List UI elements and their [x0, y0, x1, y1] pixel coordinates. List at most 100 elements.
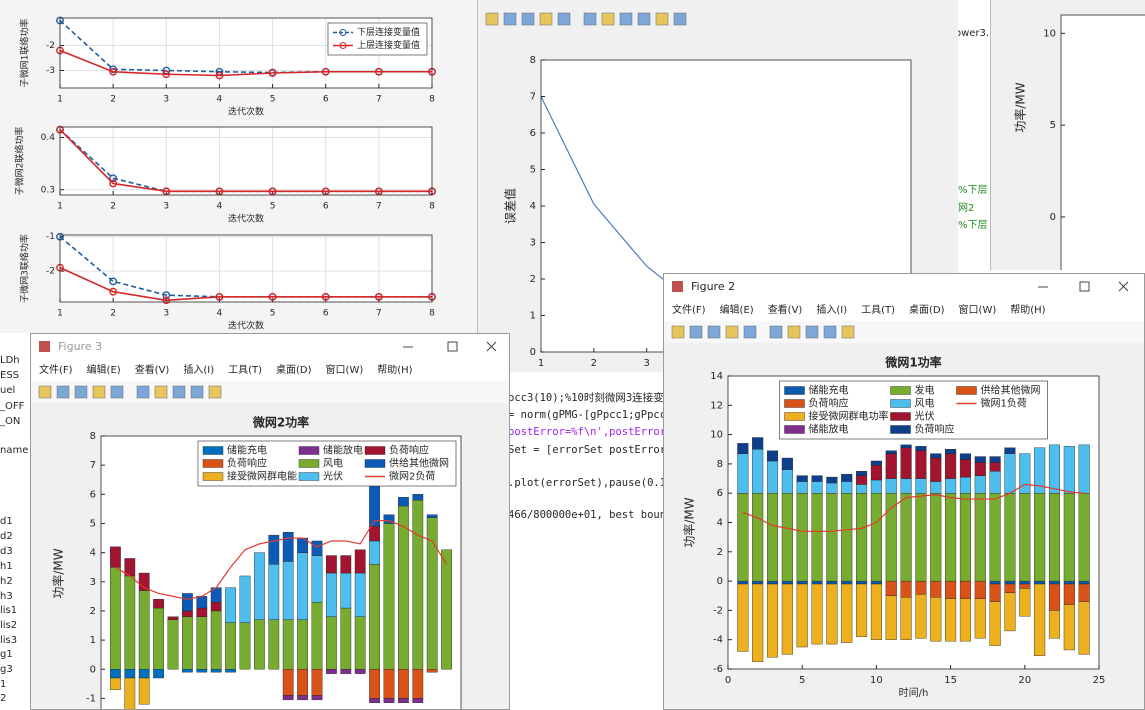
toolbar-icon[interactable]	[601, 12, 615, 26]
legend-entry: 负荷响应	[890, 423, 955, 436]
bar-segment	[796, 583, 808, 648]
menu-item[interactable]: 查看(V)	[768, 303, 803, 316]
toolbar-icon[interactable]	[539, 12, 553, 26]
menu-item[interactable]: 桌面(D)	[909, 303, 945, 316]
x-tick-label: 8	[429, 95, 435, 105]
toolbar-icon[interactable]	[557, 12, 571, 26]
toolbar-icon[interactable]	[110, 385, 124, 399]
bar-segment	[210, 610, 222, 670]
bar-segment	[959, 476, 971, 494]
maximize-button[interactable]	[1079, 281, 1090, 292]
plot-frame	[727, 375, 1100, 670]
bar-segment	[900, 580, 912, 598]
legend-label: 负荷响应	[227, 457, 267, 470]
toolbar-icon[interactable]	[583, 12, 597, 26]
menu-item[interactable]: 文件(F)	[672, 303, 706, 316]
y-tick-label: 5	[530, 165, 536, 176]
close-button[interactable]	[486, 341, 497, 352]
x-tick-label: 7	[376, 202, 382, 212]
toolbar-icon[interactable]	[725, 325, 739, 339]
close-button[interactable]	[1118, 281, 1129, 292]
bar-segment	[885, 450, 897, 454]
menu-item[interactable]: 编辑(E)	[720, 303, 754, 316]
bar-segment	[297, 619, 308, 670]
menu-item[interactable]: 插入(I)	[183, 363, 214, 376]
toolbar-icon[interactable]	[841, 325, 855, 339]
toolbar-icon[interactable]	[689, 325, 703, 339]
y-tick-label: 14	[710, 371, 723, 382]
toolbar-icon[interactable]	[56, 385, 70, 399]
menu-item[interactable]: 编辑(E)	[87, 363, 121, 376]
legend: 储能充电负荷响应接受微网群电功率储能放电发电风电光伏负荷响应供给其他微网微网1负…	[779, 380, 1048, 440]
x-axis-label: 时间/h	[899, 686, 929, 699]
menu-item[interactable]: 帮助(H)	[1010, 303, 1045, 316]
marker	[109, 277, 118, 286]
bar-segment	[1004, 447, 1016, 454]
toolbar-icon[interactable]	[671, 325, 685, 339]
bar-segment	[383, 698, 395, 703]
bar-segment	[1019, 492, 1031, 582]
maximize-button[interactable]	[447, 341, 458, 352]
toolbar-icon[interactable]	[485, 12, 499, 26]
toolbar-icon[interactable]	[743, 325, 757, 339]
workspace-item: g3	[0, 664, 13, 675]
toolbar-icon[interactable]	[74, 385, 88, 399]
code-comment: %下层	[958, 184, 988, 196]
toolbar-icon[interactable]	[637, 12, 651, 26]
x-tick-label: 1	[57, 202, 63, 212]
workspace-item: lis3	[0, 635, 17, 646]
toolbar-icon[interactable]	[172, 385, 186, 399]
bar-segment	[959, 459, 971, 478]
menu-item[interactable]: 工具(T)	[228, 364, 262, 376]
bar-segment	[826, 580, 838, 585]
bar-segment	[915, 446, 927, 451]
toolbar-icon[interactable]	[619, 12, 633, 26]
bar-segment	[1019, 580, 1031, 585]
toolbar-icon[interactable]	[805, 325, 819, 339]
toolbar-icon[interactable]	[655, 12, 669, 26]
bar-segment	[737, 453, 749, 494]
menu-item[interactable]: 文件(F)	[39, 363, 73, 376]
x-tick-label: 1	[538, 358, 544, 369]
toolbar-icon[interactable]	[503, 12, 517, 26]
toolbar-icon[interactable]	[521, 12, 535, 26]
toolbar-icon[interactable]	[190, 385, 204, 399]
menu-item[interactable]: 查看(V)	[135, 363, 170, 376]
bar-segment	[1048, 492, 1061, 582]
bar-segment	[885, 478, 897, 494]
x-tick-label: 6	[323, 309, 329, 319]
toolbar-icon[interactable]	[823, 325, 837, 339]
plot-area	[60, 127, 432, 195]
toolbar-icon[interactable]	[38, 385, 52, 399]
bar-segment	[870, 465, 882, 481]
x-tick-label: 25	[1093, 675, 1106, 686]
menu-item[interactable]: 工具(T)	[861, 304, 895, 316]
bar-segment	[826, 476, 838, 484]
y-tick-label: -1	[86, 693, 96, 704]
toolbar-icon[interactable]	[787, 325, 801, 339]
bar-segment	[974, 462, 986, 476]
toolbar-icon[interactable]	[136, 385, 150, 399]
bar-segment	[225, 622, 236, 670]
toolbar-icon[interactable]	[154, 385, 168, 399]
y-tick-label: 8	[530, 55, 536, 66]
menu-item[interactable]: 插入(I)	[816, 303, 847, 316]
menu-item[interactable]: 窗口(W)	[326, 363, 364, 376]
toolbar-icon[interactable]	[673, 12, 687, 26]
toolbar-icon[interactable]	[707, 325, 721, 339]
menu-item[interactable]: 窗口(W)	[959, 303, 997, 316]
bar-segment	[826, 583, 838, 645]
bar-segment	[369, 564, 380, 670]
bar-segment	[1048, 610, 1061, 639]
bar-segment	[412, 698, 424, 703]
menu-item[interactable]: 桌面(D)	[276, 363, 312, 376]
toolbar-icon[interactable]	[208, 385, 222, 399]
figure2-window: Figure 2 文件(F) 编辑(E) 查看(V) 插入(I) 工具(T) 桌面(D) 窗…	[663, 273, 1145, 710]
menu-item[interactable]: 帮助(H)	[377, 363, 412, 376]
legend-swatch	[202, 472, 224, 481]
x-axis-label: 迭代次数	[228, 213, 264, 225]
toolbar-icon[interactable]	[92, 385, 106, 399]
y-axis-label: 误差值	[503, 188, 518, 224]
toolbar-icon[interactable]	[769, 325, 783, 339]
legend-label: 储能放电	[809, 423, 849, 436]
